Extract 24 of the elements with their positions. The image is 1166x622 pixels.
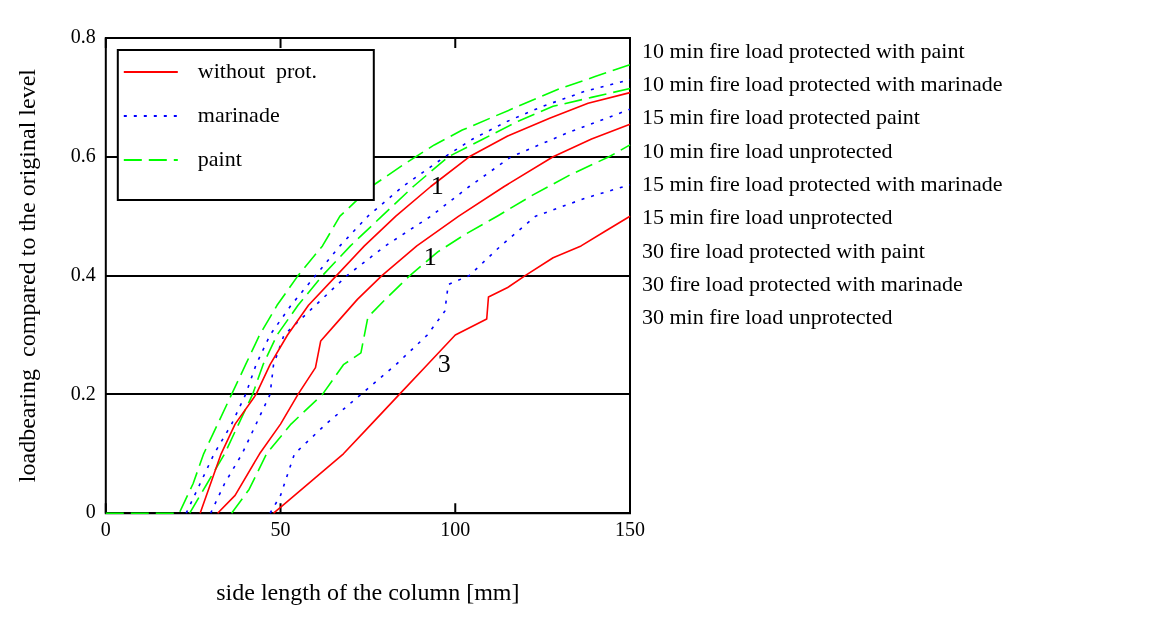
text: 30 fire load protected with paint (642, 237, 925, 263)
x-tick-label: 50 (270, 518, 291, 541)
text: 10 min fire load protected with marinade (642, 71, 1003, 97)
text: 15 min fire load protected paint (642, 104, 920, 130)
y-tick-label: 0.2 (70, 381, 96, 404)
annotation: 3 (437, 348, 451, 378)
text: 30 fire load protected with marinade (642, 270, 963, 296)
text: 30 min fire load unprotected (642, 304, 893, 330)
x-tick-label: 100 (440, 518, 471, 541)
legend-label: paint (197, 145, 242, 171)
x-tick-label: 150 (615, 518, 645, 541)
y-tick-label: 0.8 (70, 25, 96, 48)
text: 15 min fire load protected with marinade (642, 170, 1003, 196)
text: 10 min fire load protected with paint (642, 37, 965, 63)
x-axis-title: side length of the column [mm] (216, 578, 520, 605)
y-tick-label: 0 (85, 500, 96, 523)
text: 10 min fire load unprotected (642, 137, 893, 163)
y-axis-title: loadbearing compared to the original level (13, 68, 40, 483)
text: 15 min fire load unprotected (642, 204, 893, 230)
legend-label: without prot. (197, 57, 317, 83)
y-tick-label: 0.6 (70, 144, 96, 167)
y-tick-label: 0.4 (70, 262, 96, 285)
x-tick-label: 0 (100, 518, 111, 541)
legend-label: marinade (197, 101, 280, 127)
